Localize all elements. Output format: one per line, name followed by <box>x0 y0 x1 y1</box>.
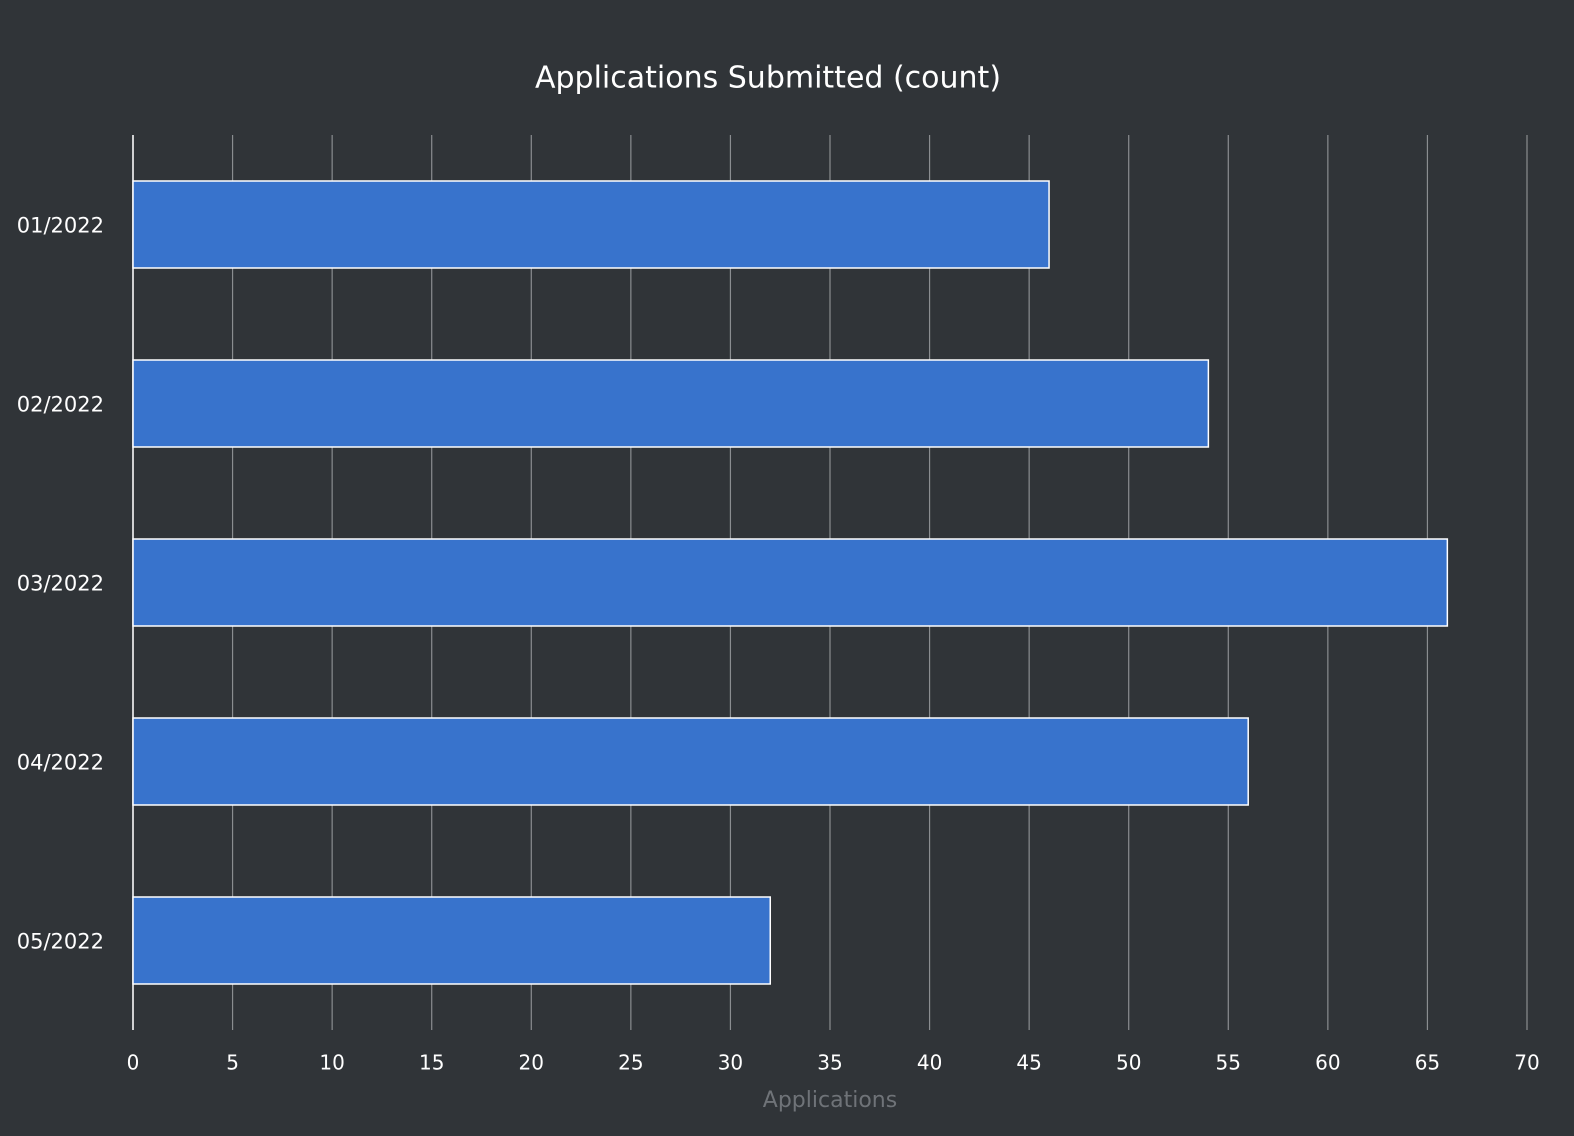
bar <box>132 538 1449 627</box>
x-tick-label: 45 <box>1016 1051 1041 1075</box>
x-tick-label: 35 <box>817 1051 842 1075</box>
x-tick-label: 40 <box>917 1051 942 1075</box>
x-tick-label: 20 <box>519 1051 544 1075</box>
bar <box>132 359 1210 448</box>
y-tick-label: 02/2022 <box>17 393 104 417</box>
y-tick-label: 03/2022 <box>17 572 104 596</box>
x-tick-label: 65 <box>1415 1051 1440 1075</box>
x-tick-label: 60 <box>1315 1051 1340 1075</box>
chart-title: Applications Submitted (count) <box>535 61 1001 96</box>
x-tick-label: 25 <box>618 1051 643 1075</box>
x-tick-label: 10 <box>319 1051 344 1075</box>
x-tick-label: 0 <box>127 1051 140 1075</box>
x-tick-label: 70 <box>1514 1051 1539 1075</box>
bar <box>132 180 1050 269</box>
x-tick-label: 15 <box>419 1051 444 1075</box>
y-tick-label: 05/2022 <box>17 930 104 954</box>
y-tick-label: 01/2022 <box>17 214 104 238</box>
x-tick-label: 50 <box>1116 1051 1141 1075</box>
x-axis-label: Applications <box>763 1088 897 1113</box>
x-tick-label: 5 <box>226 1051 239 1075</box>
bar <box>132 717 1249 806</box>
y-tick-label: 04/2022 <box>17 751 104 775</box>
bar <box>132 896 772 985</box>
x-tick-label: 30 <box>718 1051 743 1075</box>
x-tick-label: 55 <box>1216 1051 1241 1075</box>
